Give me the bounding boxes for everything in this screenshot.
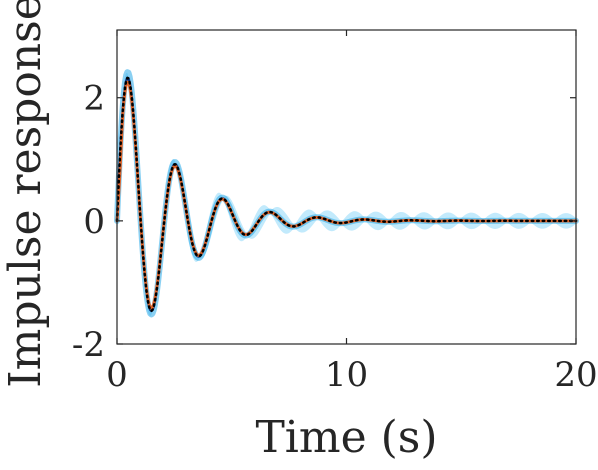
axis-ticks: 0 10 20-202: [72, 30, 598, 395]
y-tick-label: 2: [83, 79, 105, 119]
series-lines: [114, 69, 579, 318]
x-tick-label: 0: [106, 355, 128, 395]
series-true: [115, 76, 578, 313]
x-tick-label: 10: [325, 355, 368, 395]
y-axis-label: Impulse response: [0, 0, 51, 388]
y-tick-label: -2: [72, 325, 105, 365]
plot-frame: [116, 29, 577, 345]
y-tick-label: 0: [83, 202, 105, 242]
series-samples: [114, 69, 579, 318]
x-tick-label: 20: [554, 355, 597, 395]
x-axis-label: Time (s): [255, 412, 437, 463]
